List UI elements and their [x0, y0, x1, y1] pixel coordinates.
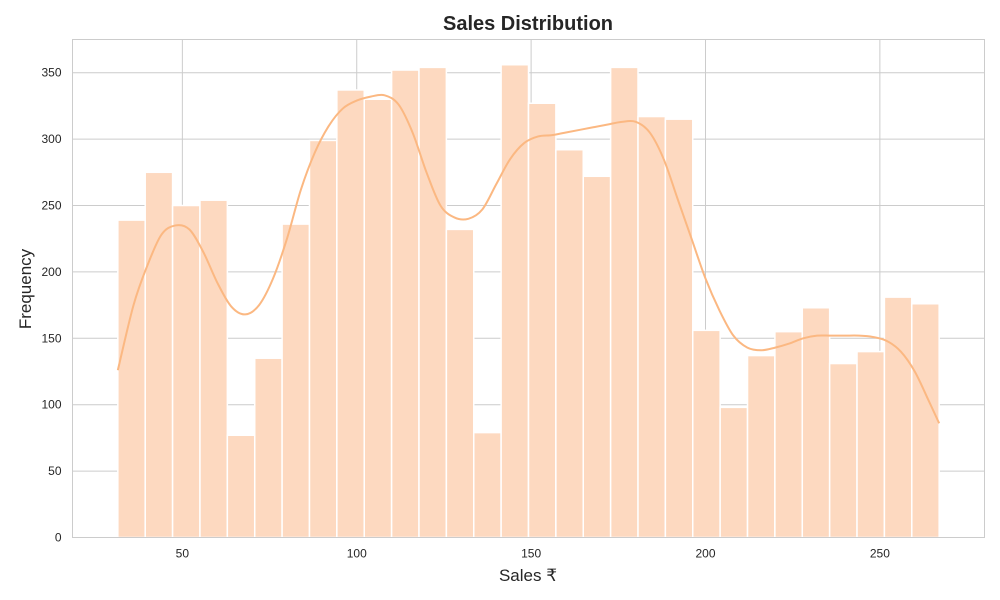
y-axis-ticks: 0 50 100 150 200 250 300 350	[41, 66, 61, 545]
chart-title: Sales Distribution	[443, 13, 613, 35]
y-tick-label: 150	[41, 331, 61, 345]
histogram-bar	[418, 66, 448, 539]
kde-curve	[116, 93, 941, 424]
histogram-bar	[199, 199, 229, 539]
y-tick-label: 50	[48, 464, 62, 478]
histogram-bar	[555, 148, 585, 539]
y-tick-label: 100	[41, 398, 61, 412]
histogram-bar	[828, 362, 858, 539]
histogram-bar	[226, 434, 256, 539]
x-tick-label: 50	[176, 547, 190, 561]
x-axis-ticks: 50 100 150 200 250	[176, 547, 891, 561]
histogram-bar	[801, 307, 831, 539]
x-axis-label: Sales ₹	[499, 566, 557, 585]
histogram-bar	[336, 89, 365, 539]
histogram-bar	[609, 66, 639, 539]
histogram-bar	[664, 118, 694, 539]
kde-curve-layer	[116, 93, 941, 424]
histogram-bar	[171, 204, 201, 539]
y-tick-label: 300	[41, 132, 61, 146]
y-tick-label: 200	[41, 265, 61, 279]
y-axis-label: Frequency	[16, 248, 35, 329]
x-tick-label: 100	[347, 547, 367, 561]
histogram-bar	[746, 354, 776, 539]
histogram-bar	[582, 175, 612, 539]
histogram-bar	[692, 329, 721, 539]
histogram-bar	[363, 98, 393, 539]
histogram-bar	[117, 219, 146, 539]
histogram-bar	[308, 139, 338, 539]
plot-frame	[72, 39, 985, 538]
histogram-bar	[911, 303, 940, 539]
histogram-bar	[253, 357, 283, 539]
y-tick-label: 250	[41, 199, 61, 213]
x-tick-label: 250	[870, 547, 890, 561]
y-tick-label: 350	[41, 66, 61, 80]
histogram-bar	[527, 102, 557, 539]
histogram-bar	[637, 115, 667, 539]
histogram-bar	[500, 63, 530, 539]
histogram-bar	[774, 330, 804, 539]
histogram-bars	[117, 63, 940, 539]
histogram-bar	[281, 223, 311, 539]
histogram-bar	[472, 431, 502, 539]
histogram-bar	[445, 228, 475, 539]
histogram-bar	[883, 296, 913, 539]
histogram-bar	[856, 350, 886, 539]
x-tick-label: 150	[521, 547, 541, 561]
y-tick-label: 0	[55, 531, 62, 545]
histogram-bar	[719, 406, 749, 539]
x-tick-label: 200	[695, 547, 715, 561]
